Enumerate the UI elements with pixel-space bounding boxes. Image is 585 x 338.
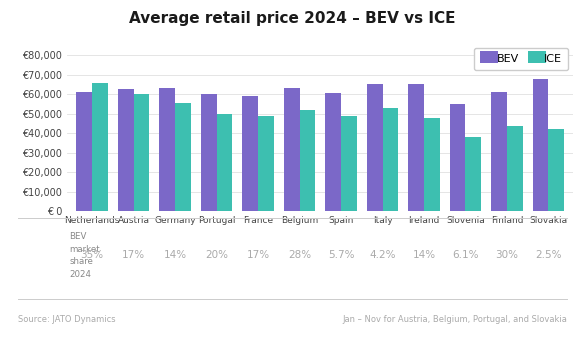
Legend: BEV, ICE: BEV, ICE — [474, 48, 568, 70]
Bar — [118, 90, 133, 211]
Bar — [300, 110, 315, 211]
Bar — [548, 129, 564, 211]
Text: 4.2%: 4.2% — [369, 250, 396, 260]
Bar — [325, 93, 341, 211]
Text: Jan – Nov for Austria, Belgium, Portugal, and Slovakia: Jan – Nov for Austria, Belgium, Portugal… — [343, 315, 567, 324]
Bar — [491, 92, 507, 211]
Text: 28%: 28% — [288, 250, 311, 260]
Bar — [408, 83, 424, 211]
Text: Source: JATO Dynamics: Source: JATO Dynamics — [18, 315, 115, 324]
Bar — [383, 108, 398, 211]
Text: 30%: 30% — [495, 250, 518, 260]
Bar — [367, 83, 383, 211]
Bar — [175, 103, 191, 211]
Text: 17%: 17% — [246, 250, 270, 260]
Bar — [466, 137, 481, 211]
Text: 17%: 17% — [122, 250, 145, 260]
Bar — [533, 79, 548, 211]
Bar — [77, 92, 92, 211]
Text: 14%: 14% — [164, 250, 187, 260]
Bar — [216, 114, 232, 211]
Bar — [341, 116, 357, 211]
Text: Average retail price 2024 – BEV vs ICE: Average retail price 2024 – BEV vs ICE — [129, 11, 456, 26]
Bar — [159, 88, 175, 211]
Text: 2.5%: 2.5% — [535, 250, 562, 260]
Bar — [201, 94, 216, 211]
Bar — [92, 83, 108, 211]
Bar — [258, 116, 274, 211]
Bar — [424, 118, 440, 211]
Bar — [507, 125, 523, 211]
Bar — [450, 104, 466, 211]
Text: BEV
market
share
2024: BEV market share 2024 — [70, 232, 100, 279]
Bar — [133, 94, 149, 211]
Text: 6.1%: 6.1% — [452, 250, 479, 260]
Text: 20%: 20% — [205, 250, 228, 260]
Text: 5.7%: 5.7% — [328, 250, 355, 260]
Text: 35%: 35% — [81, 250, 104, 260]
Bar — [284, 88, 300, 211]
Bar — [242, 96, 258, 211]
Text: 14%: 14% — [412, 250, 436, 260]
